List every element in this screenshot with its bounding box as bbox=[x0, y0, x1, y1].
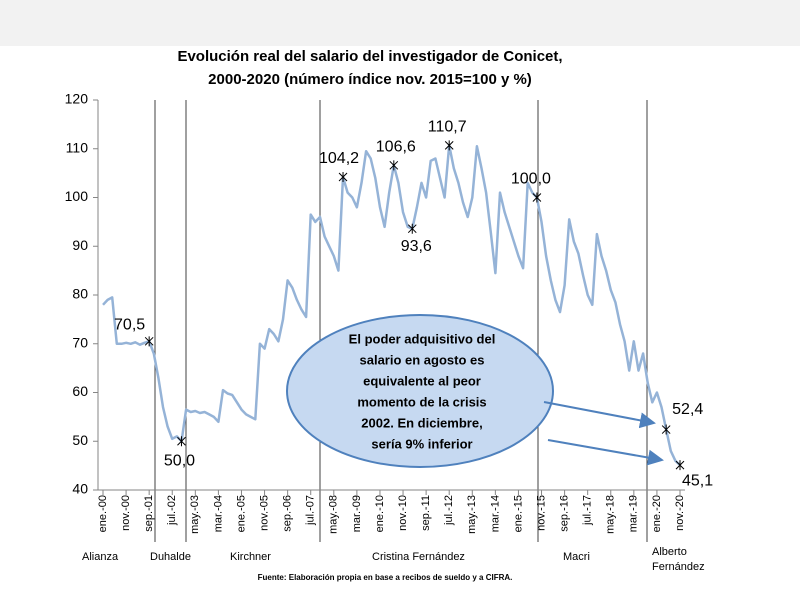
callout-bubble bbox=[286, 314, 554, 468]
point-marker bbox=[338, 172, 348, 183]
callout-text: sería 9% inferior bbox=[371, 436, 472, 451]
value-label: 50,0 bbox=[164, 452, 195, 469]
callout-arrow bbox=[543, 401, 656, 429]
x-tick-label: mar.-19 bbox=[628, 495, 640, 532]
x-tick-label: ene.-00 bbox=[97, 495, 109, 532]
period-label: Kirchner bbox=[230, 551, 271, 563]
period-label: Alberto bbox=[652, 546, 687, 558]
source: Fuente: Elaboración propia en base a rec… bbox=[258, 573, 513, 582]
period-label: Fernández bbox=[652, 561, 705, 573]
series-line bbox=[102, 144, 681, 467]
callout-text: El poder adquisitivo del bbox=[349, 331, 496, 346]
x-tick-label: nov.-00 bbox=[120, 495, 132, 531]
callout-arrow bbox=[547, 439, 664, 466]
period-label: Macri bbox=[563, 551, 590, 563]
point-marker bbox=[407, 223, 417, 234]
x-tick-label: may.-03 bbox=[189, 495, 201, 534]
y-tick-label: 100 bbox=[65, 188, 89, 204]
period-label: Duhalde bbox=[150, 551, 191, 563]
value-label: 52,4 bbox=[672, 401, 703, 418]
callout-text: salario en agosto es bbox=[360, 352, 485, 367]
x-tick-label: mar.-09 bbox=[351, 495, 363, 532]
value-label: 110,7 bbox=[428, 119, 467, 136]
plot: 40 50 60 70 80 90 100 110 120 ene.-00 nov.-00 sep.-… bbox=[65, 91, 714, 534]
callout-text: equivalente al peor bbox=[363, 373, 481, 388]
value-label: 106,6 bbox=[376, 139, 416, 156]
x-tick-label: nov.-10 bbox=[397, 495, 409, 531]
y-tick-label: 90 bbox=[72, 237, 88, 253]
value-label: 100,0 bbox=[511, 171, 551, 188]
x-tick-label: may.-18 bbox=[605, 495, 617, 534]
x-tick-label: sep.-01 bbox=[143, 495, 155, 532]
point-marker bbox=[144, 336, 154, 347]
x-tick-label: nov.-20 bbox=[674, 495, 686, 531]
value-label: 70,5 bbox=[114, 317, 145, 334]
point-marker bbox=[177, 436, 186, 447]
chart-title: Evolución real del salario del investiga… bbox=[177, 48, 562, 65]
period-label: Alianza bbox=[82, 551, 119, 563]
point-marker bbox=[444, 140, 454, 151]
y-tick-label: 70 bbox=[72, 334, 88, 350]
point-marker bbox=[675, 460, 685, 471]
y-tick-label: 60 bbox=[72, 383, 88, 399]
value-label: 104,2 bbox=[319, 150, 359, 167]
callout: El poder adquisitivo del salario en agos… bbox=[286, 314, 664, 468]
x-tick-label: sep.-06 bbox=[282, 495, 294, 532]
x-tick-label: sep.-16 bbox=[559, 495, 571, 532]
x-tick-label: mar.-14 bbox=[489, 495, 501, 532]
point-marker bbox=[389, 160, 399, 171]
x-tick-label: ene.-10 bbox=[374, 495, 386, 532]
top-band bbox=[0, 0, 800, 46]
period-label: Cristina Fernández bbox=[372, 551, 465, 563]
period-labels: Alianza Duhalde Kirchner Cristina Fernán… bbox=[82, 546, 705, 573]
x-tick-label: mar.-04 bbox=[212, 495, 224, 532]
x-tick-label: may.-08 bbox=[328, 495, 340, 534]
y-tick-label: 80 bbox=[72, 286, 88, 302]
period-dividers bbox=[154, 100, 648, 542]
y-tick-label: 120 bbox=[65, 91, 89, 107]
chart-title: 2000-2020 (número índice nov. 2015=100 y… bbox=[208, 71, 532, 88]
value-label: 45,1 bbox=[682, 472, 713, 489]
callout-text: momento de la crisis bbox=[357, 394, 486, 409]
y-tick-label: 40 bbox=[72, 481, 88, 497]
x-tick-label: ene.-20 bbox=[651, 495, 663, 532]
point-marker bbox=[532, 192, 542, 203]
x-tick-label: ene.-15 bbox=[512, 495, 524, 532]
value-label: 93,6 bbox=[401, 238, 432, 255]
x-tick-label: jul.-02 bbox=[166, 495, 178, 526]
y-tick-label: 50 bbox=[72, 432, 88, 448]
x-tick-label: jul.-17 bbox=[582, 495, 594, 526]
x-tick-label: nov.-15 bbox=[535, 495, 547, 531]
point-marker bbox=[661, 424, 671, 435]
x-tick-label: jul.-07 bbox=[305, 495, 317, 526]
y-tick-label: 110 bbox=[66, 139, 89, 155]
x-tick-label: nov.-05 bbox=[258, 495, 270, 531]
callout-text: 2002. En diciembre, bbox=[361, 415, 482, 430]
x-tick-label: may.-13 bbox=[466, 495, 478, 534]
x-tick-label: ene.-05 bbox=[235, 495, 247, 532]
x-tick-label: jul.-12 bbox=[443, 495, 455, 526]
x-tick-label: sep.-11 bbox=[420, 495, 432, 531]
